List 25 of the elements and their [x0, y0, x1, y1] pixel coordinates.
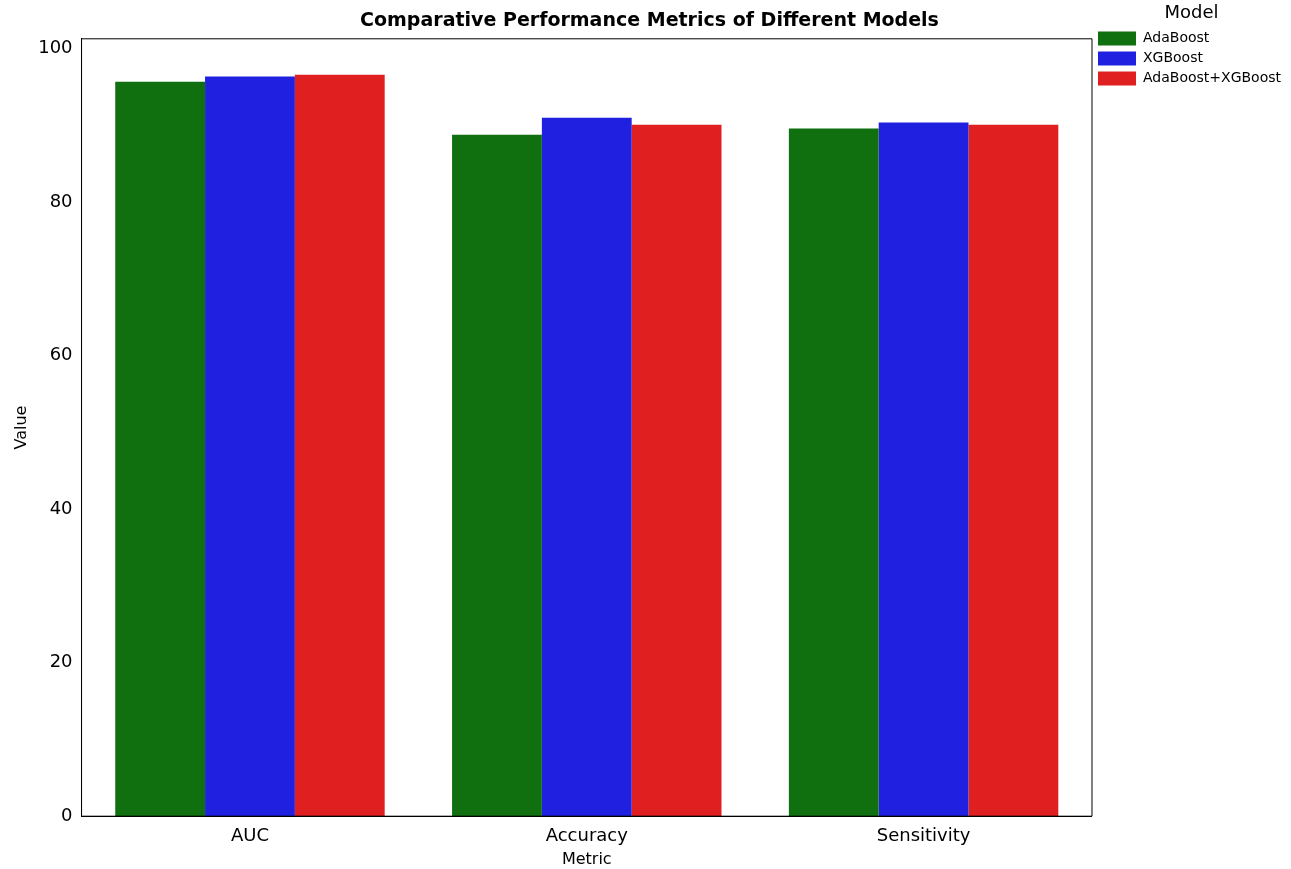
bar — [878, 122, 969, 817]
x-axis-title: Metric — [561, 848, 612, 868]
y-tick-label: 100 — [38, 36, 73, 58]
legend-label: XGBoost — [1143, 49, 1204, 66]
bar — [294, 74, 385, 817]
bar — [541, 117, 632, 817]
bar — [115, 81, 206, 817]
y-tick-label: 60 — [49, 343, 73, 365]
bar — [788, 128, 879, 817]
legend-label: AdaBoost — [1143, 29, 1210, 46]
legend-title: Model — [1164, 0, 1219, 22]
bar — [205, 76, 295, 817]
x-tick-label: Sensitivity — [876, 823, 971, 845]
y-tick-label: 20 — [49, 650, 73, 672]
x-tick-label: Accuracy — [545, 823, 629, 845]
y-tick-label: 80 — [49, 189, 73, 211]
y-tick-label: 40 — [49, 496, 73, 518]
x-tick-label: AUC — [230, 823, 269, 845]
bar — [452, 134, 542, 817]
y-tick-label: 0 — [61, 803, 73, 825]
y-axis-title: Value — [10, 405, 30, 450]
legend-label: AdaBoost+XGBoost — [1143, 69, 1282, 86]
chart-title: Comparative Performance Metrics of Different Models — [360, 8, 939, 31]
bar — [968, 124, 1059, 817]
bar — [631, 124, 722, 817]
